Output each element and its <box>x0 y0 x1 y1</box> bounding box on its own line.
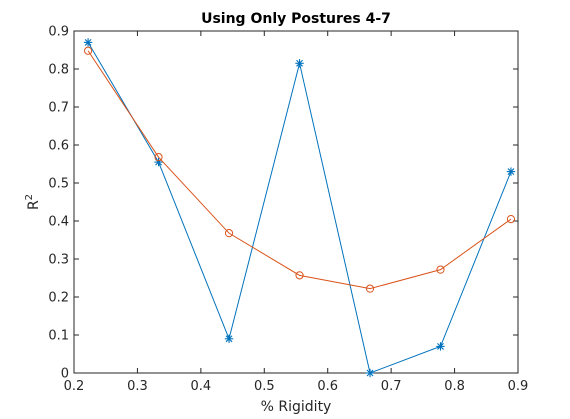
y-tick-label: 0.1 <box>48 329 69 344</box>
y-tick-label: 0.3 <box>48 253 69 268</box>
data-point <box>436 265 445 274</box>
data-point <box>365 368 375 378</box>
data-point <box>365 284 375 293</box>
x-tick-label: 0.6 <box>317 379 338 394</box>
x-tick-label: 0.4 <box>191 379 212 394</box>
plot-frame <box>73 30 519 374</box>
y-axis-label: R2 <box>24 194 42 210</box>
plot-area <box>73 30 519 374</box>
data-point <box>295 271 304 280</box>
y-tick-label: 0.9 <box>48 25 69 40</box>
data-point <box>83 38 93 47</box>
y-axis-label-superscript: 2 <box>24 194 35 200</box>
x-tick-label: 0.3 <box>127 379 148 394</box>
data-point <box>154 153 163 162</box>
series-line <box>87 50 512 290</box>
x-tick-label: 0.5 <box>254 379 275 394</box>
data-point <box>224 229 234 238</box>
data-point <box>506 215 516 224</box>
series-layer <box>83 38 516 378</box>
y-axis-label-base: R <box>26 200 42 210</box>
y-tick-label: 0.4 <box>48 215 69 230</box>
data-point <box>224 334 234 343</box>
y-axis: 0 0.1 0.2 0.3 0.4 0.5 0.6 0.7 0.8 0.9 <box>48 25 518 382</box>
x-tick-label: 0.7 <box>381 379 402 394</box>
x-tick-label: 0.9 <box>508 379 529 394</box>
x-axis-label: % Rigidity <box>261 399 332 415</box>
x-axis: 0.2 0.3 0.4 0.5 0.6 0.7 0.8 0.9 <box>64 31 529 394</box>
data-point <box>83 46 93 55</box>
y-tick-label: 0.8 <box>48 63 69 78</box>
y-tick-label: 0 <box>61 367 69 382</box>
y-tick-label: 0.5 <box>48 177 69 192</box>
y-tick-label: 0.7 <box>48 101 69 116</box>
data-point <box>295 59 304 68</box>
data-point <box>436 342 445 351</box>
x-tick-label: 0.8 <box>444 379 465 394</box>
chart-title: Using Only Postures 4-7 <box>201 11 391 27</box>
x-tick-label: 0.2 <box>64 379 85 394</box>
series-2 <box>83 46 516 293</box>
y-tick-label: 0.6 <box>48 139 69 154</box>
series-line <box>87 42 512 374</box>
series-1 <box>83 38 516 378</box>
y-tick-label: 0.2 <box>48 291 69 306</box>
data-point <box>506 167 516 176</box>
